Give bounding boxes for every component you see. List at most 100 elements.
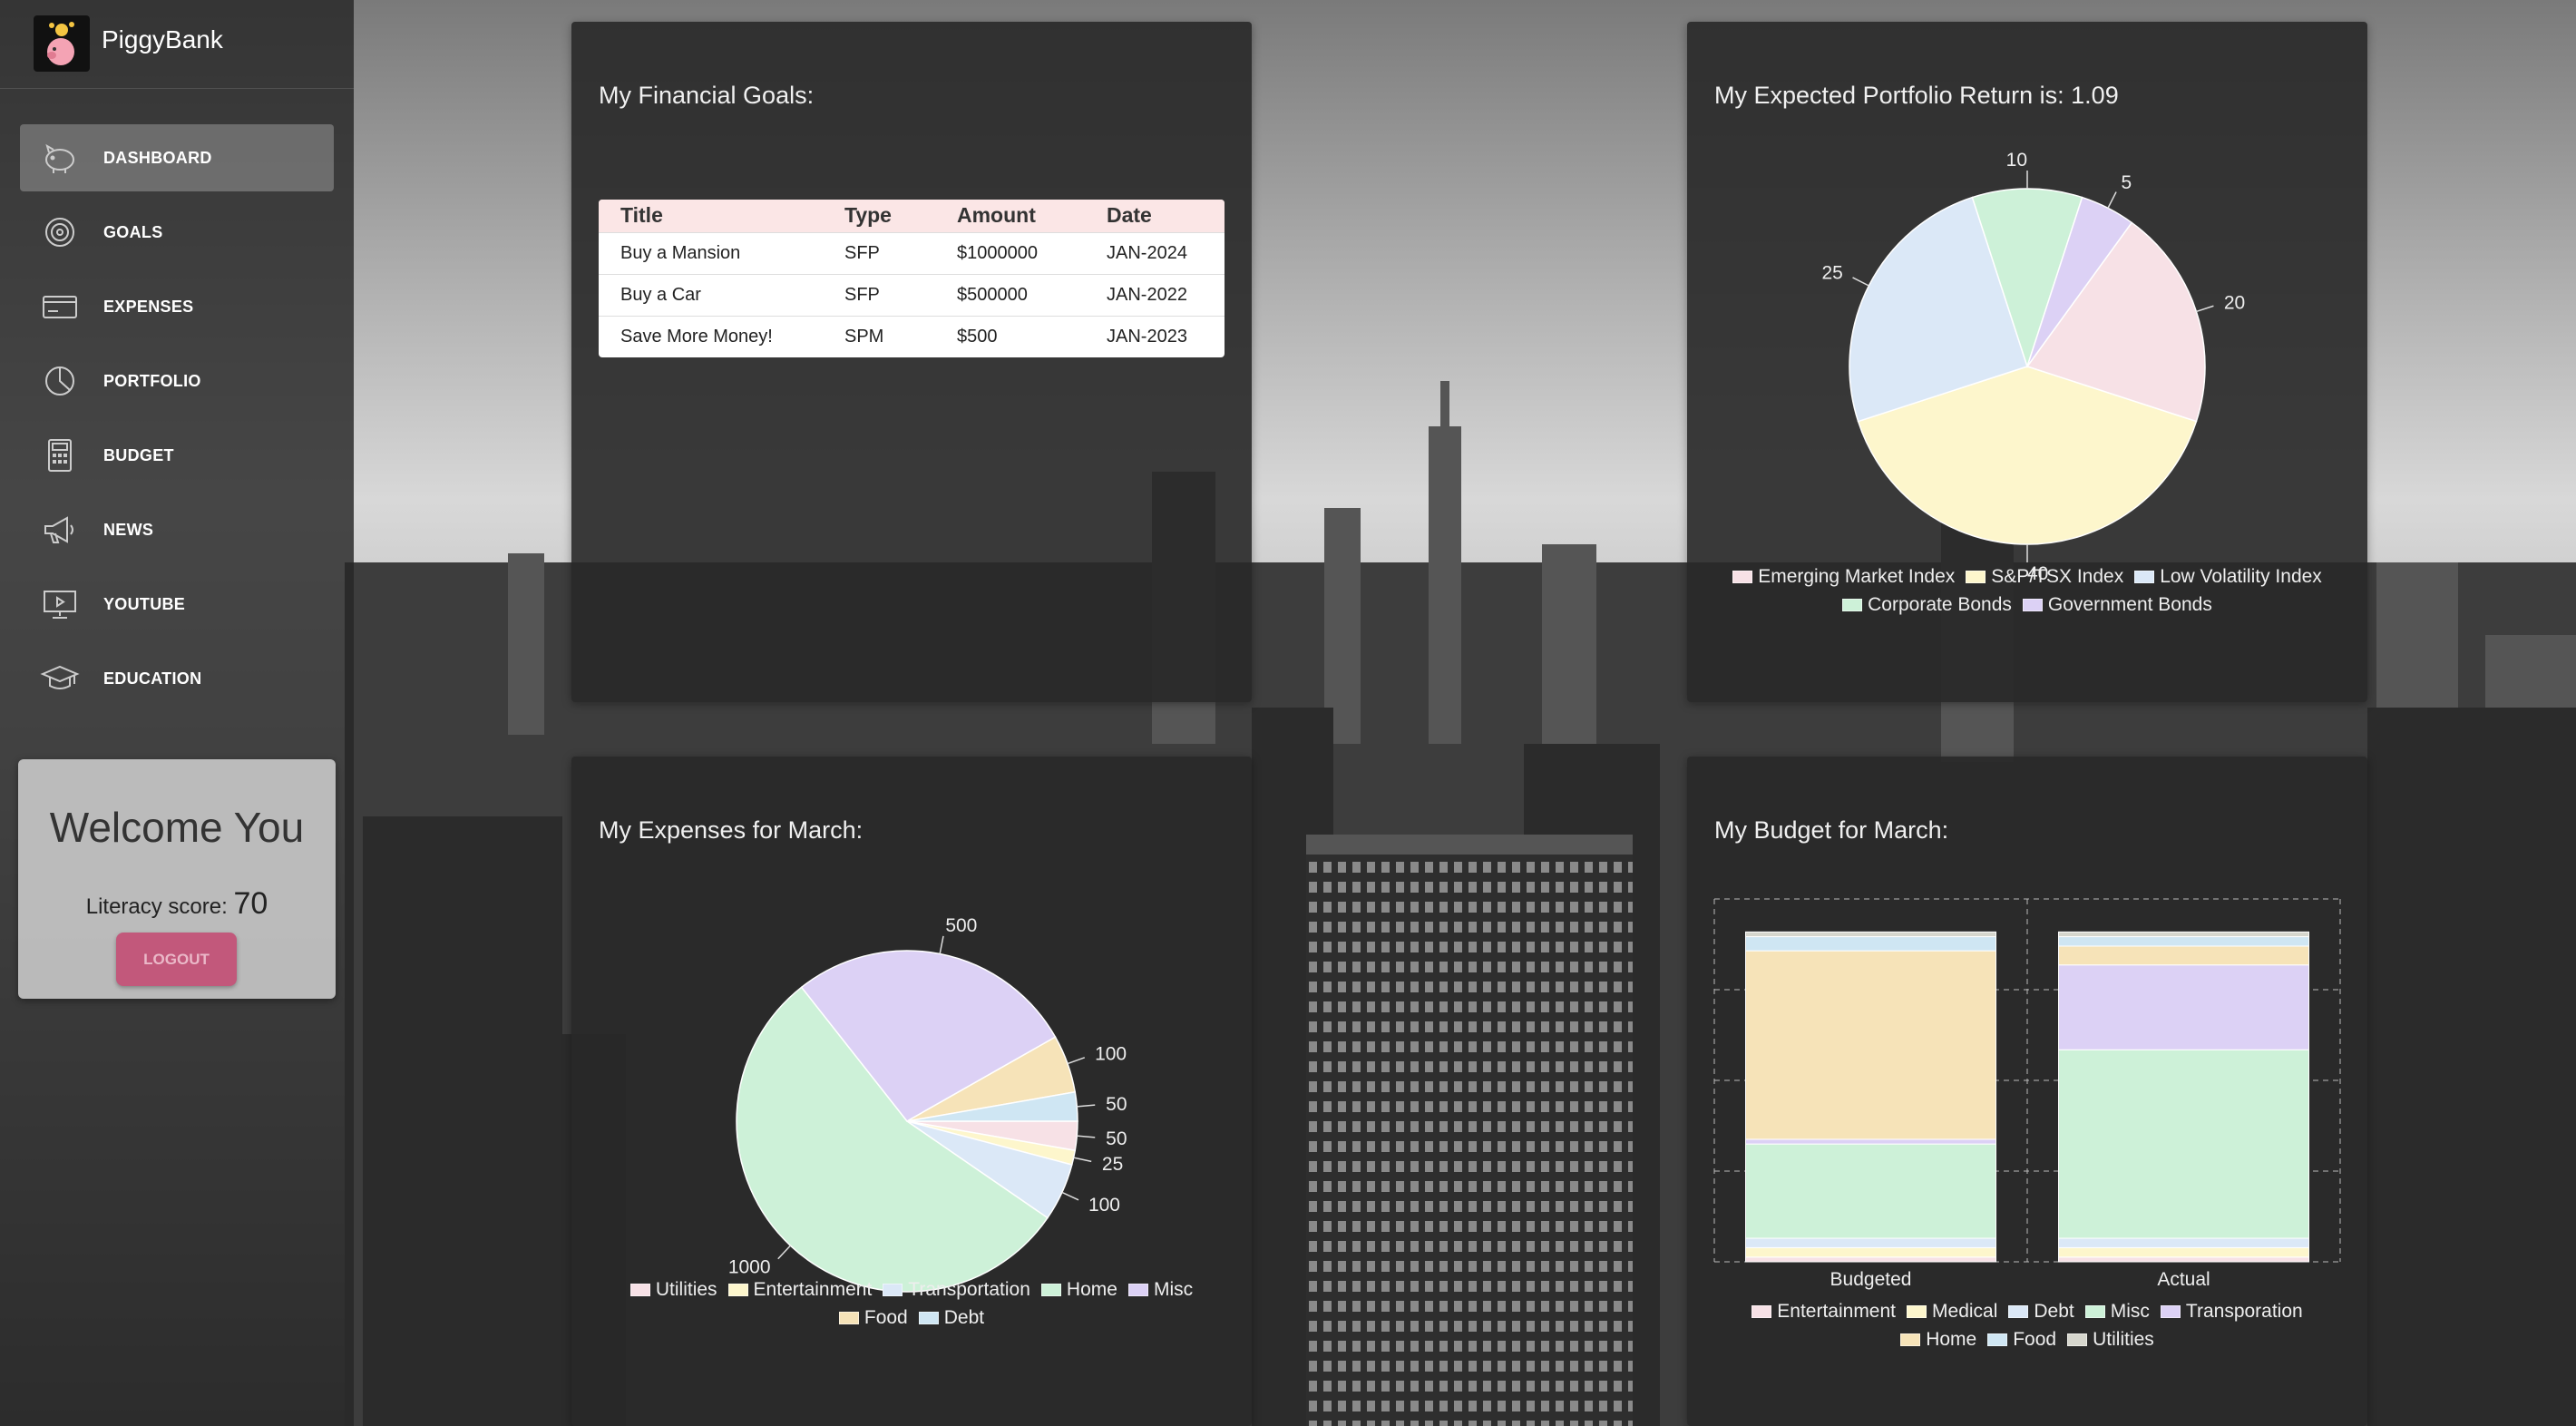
sidebar-item-label: PORTFOLIO (103, 371, 201, 390)
table-row[interactable]: Save More Money! SPM $500 JAN-2023 (599, 315, 1225, 357)
legend-label: Government Bonds (2047, 594, 2212, 615)
portfolio-slice[interactable] (1857, 366, 2198, 545)
portfolio-slice[interactable] (2026, 196, 2133, 367)
budget-bar-segment[interactable] (2058, 1049, 2309, 1239)
legend-label: Entertainment (1777, 1301, 1897, 1322)
expenses-data-label: 100 (1095, 1044, 1127, 1065)
sidebar-item-expenses[interactable]: EXPENSES (20, 273, 334, 340)
budget-bar-segment[interactable] (2058, 936, 2309, 947)
expenses-legend-item[interactable]: Transportation (883, 1275, 1030, 1304)
budget-x-tick-label: Actual (2157, 1269, 2210, 1290)
legend-label: Misc (2110, 1301, 2150, 1322)
budget-bar-segment[interactable] (2058, 945, 2309, 966)
sidebar-item-youtube[interactable]: YOUTUBE (20, 571, 334, 638)
legend-swatch (1751, 1305, 1772, 1318)
expenses-card: My Expenses for March: 50 25 100 1000 500 100… (571, 757, 1252, 1426)
budget-legend-item[interactable]: Misc (2084, 1297, 2150, 1325)
portfolio-slice[interactable] (1849, 196, 2028, 423)
calculator-icon (40, 435, 80, 475)
goal-type: SPM (823, 315, 935, 357)
sidebar-item-portfolio[interactable]: PORTFOLIO (20, 347, 334, 415)
legend-swatch (918, 1312, 939, 1324)
budget-bar-segment[interactable] (1745, 1256, 1996, 1263)
portfolio-data-label: 20 (2224, 293, 2245, 314)
legend-label: Food (864, 1307, 908, 1328)
card-title: My Financial Goals: (599, 82, 815, 109)
budget-bar-segment[interactable] (2058, 931, 2309, 938)
budget-legend-item[interactable]: Transporation (2160, 1297, 2303, 1325)
legend-label: Utilities (2093, 1329, 2154, 1350)
sidebar-item-news[interactable]: NEWS (20, 496, 334, 563)
budget-bar-segment[interactable] (2058, 1237, 2309, 1248)
legend-swatch (629, 1284, 650, 1296)
legend-label: S&P/TSX Index (1991, 566, 2124, 587)
sidebar-item-goals[interactable]: GOALS (20, 199, 334, 266)
budget-legend-item[interactable]: Entertainment (1751, 1297, 1896, 1325)
expenses-legend-item[interactable]: Home (1040, 1275, 1117, 1304)
sidebar-item-budget[interactable]: BUDGET (20, 422, 334, 489)
portfolio-legend-item[interactable]: Government Bonds (2022, 591, 2212, 619)
brand-header[interactable]: PiggyBank (0, 0, 354, 89)
column-header[interactable]: Amount (935, 200, 1085, 232)
legend-swatch (1732, 571, 1753, 583)
portfolio-legend-item[interactable]: Emerging Market Index (1732, 562, 1955, 591)
budget-bar-segment[interactable] (1745, 950, 1996, 1140)
logout-button[interactable]: LOGOUT (116, 933, 237, 986)
legend-label: Entertainment (753, 1279, 873, 1300)
expenses-legend-item[interactable]: Utilities (629, 1275, 717, 1304)
graduation-cap-icon (40, 659, 80, 698)
expenses-slice[interactable] (906, 1090, 1078, 1122)
budget-legend-item[interactable]: Home (1900, 1325, 1976, 1353)
budget-bar-segment[interactable] (1745, 936, 1996, 952)
portfolio-slice[interactable] (1971, 188, 2083, 369)
sidebar-item-education[interactable]: EDUCATION (20, 645, 334, 712)
expenses-legend-item[interactable]: Misc (1127, 1275, 1193, 1304)
portfolio-legend-item[interactable]: S&P/TSX Index (1966, 562, 2123, 591)
portfolio-legend-item[interactable]: Low Volatility Index (2134, 562, 2322, 591)
goal-title: Buy a Car (599, 273, 823, 316)
budget-legend-item[interactable]: Medical (1907, 1297, 1997, 1325)
budget-bar-segment[interactable] (1745, 1143, 1996, 1239)
expenses-slice[interactable] (800, 950, 1057, 1122)
expenses-data-label: 50 (1106, 1094, 1127, 1115)
sidebar-item-dashboard[interactable]: DASHBOARD (20, 124, 334, 191)
expenses-label-leader (1073, 1157, 1092, 1163)
expenses-legend-item[interactable]: Food (838, 1304, 908, 1332)
goal-date: JAN-2023 (1085, 315, 1225, 357)
portfolio-legend: Emerging Market Index S&P/TSX Index Low Vo… (1687, 562, 2367, 619)
budget-bar-segment[interactable] (2058, 1246, 2309, 1258)
budget-bar-segment[interactable] (1745, 1246, 1996, 1258)
budget-bar-segment[interactable] (2058, 1256, 2309, 1263)
expenses-slice[interactable] (736, 986, 1049, 1293)
portfolio-slice[interactable] (2025, 221, 2206, 423)
budget-legend-item[interactable]: Debt (2008, 1297, 2074, 1325)
goal-amount: $500 (935, 315, 1085, 357)
expenses-label-leader (777, 1245, 791, 1260)
column-header[interactable]: Title (599, 200, 823, 232)
portfolio-legend-item[interactable]: Corporate Bonds (1842, 591, 2012, 619)
sidebar-item-label: BUDGET (103, 445, 174, 464)
credit-card-icon (40, 287, 80, 327)
budget-bar-segment[interactable] (1745, 931, 1996, 938)
budget-x-tick-label: Budgeted (1830, 1269, 1912, 1290)
table-row[interactable]: Buy a Mansion SFP $1000000 JAN-2024 (599, 231, 1225, 274)
legend-swatch (1900, 1333, 1921, 1346)
expenses-label-leader (1067, 1057, 1086, 1065)
column-header[interactable]: Date (1085, 200, 1225, 232)
table-row[interactable]: Buy a Car SFP $500000 JAN-2022 (599, 273, 1225, 316)
portfolio-data-label: 40 (2027, 563, 2048, 584)
budget-bar-segment[interactable] (1745, 1237, 1996, 1248)
expenses-label-leader (1061, 1191, 1079, 1201)
budget-legend-item[interactable]: Food (1987, 1325, 2056, 1353)
budget-bar-segment[interactable] (2058, 964, 2309, 1050)
legend-swatch (1842, 599, 1863, 611)
table-header-row: Title Type Amount Date (599, 200, 1225, 232)
portfolio-label-leader (2196, 305, 2214, 313)
expenses-legend-item[interactable]: Debt (918, 1304, 984, 1332)
budget-bar-segment[interactable] (1745, 1138, 1996, 1145)
expenses-legend-item[interactable]: Entertainment (727, 1275, 873, 1304)
legend-label: Transporation (2185, 1301, 2303, 1322)
budget-stacked-bar-chart: Budgeted Actual (1713, 898, 2341, 1290)
column-header[interactable]: Type (823, 200, 935, 232)
budget-legend-item[interactable]: Utilities (2067, 1325, 2154, 1353)
